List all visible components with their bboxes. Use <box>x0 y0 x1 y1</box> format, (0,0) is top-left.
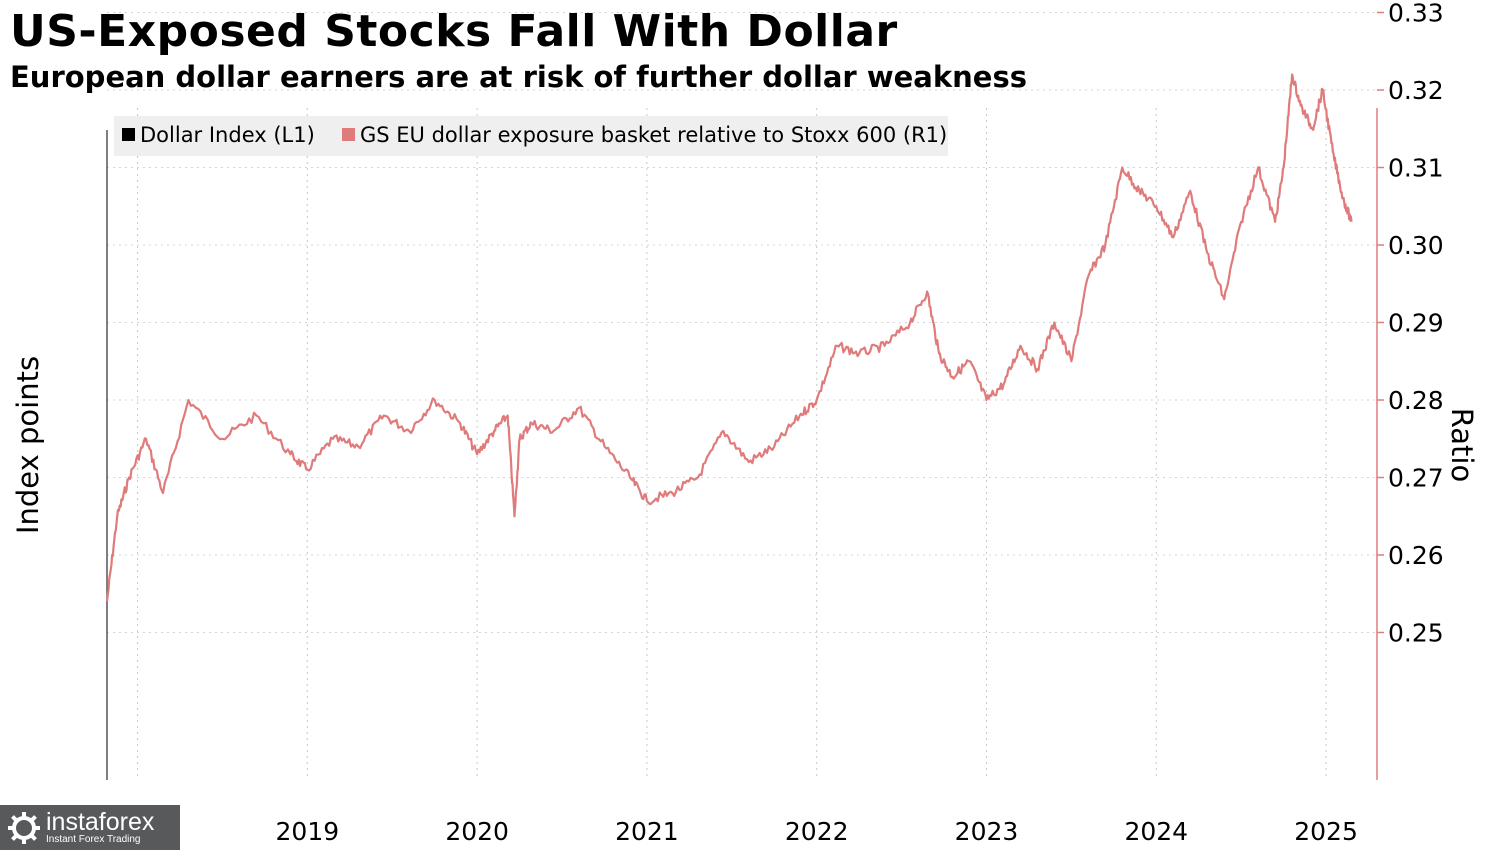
legend-swatch-dollar <box>122 128 135 141</box>
right-tick-label: 0.28 <box>1388 386 1444 415</box>
series-layer <box>105 73 1353 602</box>
chart-subtitle: European dollar earners are at risk of f… <box>10 60 1027 94</box>
right-tick-label: 0.31 <box>1388 154 1444 183</box>
right-tick-label: 0.33 <box>1388 0 1444 28</box>
right-axis: 0.25 0.26 0.27 0.28 0.29 0.30 0.31 0.32 0.33 <box>1376 0 1444 780</box>
x-tick-label: 2024 <box>1124 817 1188 846</box>
x-tick-label: 2019 <box>276 817 340 846</box>
watermark-tagline: Instant Forex Trading <box>46 834 141 845</box>
chart-title: US-Exposed Stocks Fall With Dollar <box>10 6 898 57</box>
x-tick-label: 2020 <box>445 817 509 846</box>
x-tick-label: 2021 <box>615 817 679 846</box>
right-tick-label: 0.32 <box>1388 76 1444 105</box>
right-tick-label: 0.26 <box>1388 541 1444 570</box>
right-axis-title: Ratio <box>1445 408 1479 482</box>
left-axis-title: Index points <box>11 356 45 534</box>
watermark-logo: instaforex Instant Forex Trading <box>0 805 180 850</box>
x-tick-label: 2022 <box>785 817 849 846</box>
x-tick-label: 2025 <box>1294 817 1358 846</box>
legend: Dollar Index (L1) GS EU dollar exposure … <box>114 116 948 156</box>
gear-logo-icon <box>8 811 40 844</box>
legend-label-basket: GS EU dollar exposure basket relative to… <box>360 123 947 147</box>
watermark-brand: instaforex <box>46 808 155 836</box>
legend-label-dollar: Dollar Index (L1) <box>140 123 315 147</box>
left-axis: 9095100105110115 <box>106 130 108 780</box>
x-axis: 20182019202020212022202320242025 <box>106 817 1358 846</box>
x-tick-label: 2023 <box>955 817 1019 846</box>
series-line-basket <box>105 73 1353 602</box>
right-tick-label: 0.25 <box>1388 619 1444 648</box>
legend-swatch-basket <box>342 128 355 141</box>
grid-lines <box>107 12 1377 780</box>
right-tick-label: 0.29 <box>1388 309 1444 338</box>
right-tick-label: 0.27 <box>1388 464 1444 493</box>
right-tick-label: 0.30 <box>1388 231 1444 260</box>
